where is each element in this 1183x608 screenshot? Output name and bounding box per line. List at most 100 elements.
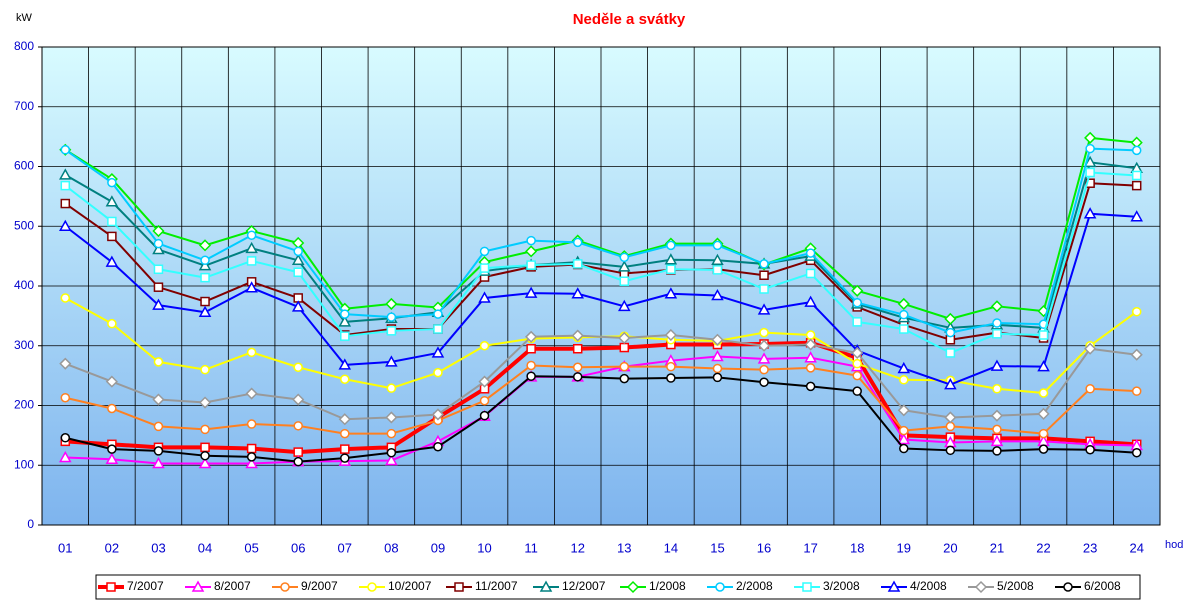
- marker: [851, 346, 864, 359]
- marker: [338, 413, 351, 426]
- x-tick-label: 20: [943, 540, 957, 555]
- marker: [153, 357, 164, 367]
- marker: [293, 421, 303, 431]
- marker: [1037, 407, 1050, 420]
- marker: [666, 240, 676, 251]
- marker: [385, 297, 398, 310]
- legend-label: 8/2007: [214, 579, 251, 593]
- marker: [152, 456, 165, 469]
- marker: [664, 328, 677, 342]
- x-tick-label: 16: [757, 540, 771, 555]
- legend-label: 7/2007: [127, 579, 164, 593]
- marker: [992, 424, 1002, 435]
- marker: [1130, 348, 1143, 361]
- marker: [340, 428, 350, 439]
- marker: [60, 180, 71, 191]
- x-tick-label: 15: [710, 540, 724, 555]
- x-tick-label: 13: [617, 540, 631, 555]
- legend-label: 5/2008: [997, 579, 1034, 593]
- series-line: [65, 355, 1137, 465]
- marker: [431, 408, 445, 421]
- marker: [153, 421, 164, 432]
- marker: [246, 256, 257, 266]
- marker: [618, 299, 631, 312]
- marker: [944, 378, 957, 390]
- legend-label: 2/2008: [736, 579, 773, 593]
- marker: [385, 355, 398, 367]
- marker: [712, 265, 723, 275]
- marker: [1038, 330, 1049, 340]
- marker: [897, 433, 911, 445]
- marker: [152, 243, 165, 255]
- legend-label: 10/2007: [388, 579, 432, 593]
- marker: [618, 331, 631, 345]
- marker: [200, 424, 210, 435]
- marker: [974, 580, 988, 594]
- marker: [60, 293, 71, 303]
- marker: [245, 241, 258, 254]
- x-tick-label: 17: [803, 540, 817, 555]
- marker: [107, 231, 117, 242]
- marker: [852, 358, 862, 369]
- marker: [59, 168, 72, 180]
- marker: [200, 364, 210, 375]
- marker: [759, 259, 769, 269]
- x-tick-label: 09: [431, 540, 445, 555]
- marker: [293, 456, 303, 467]
- x-tick-label: 05: [244, 540, 258, 555]
- marker: [200, 450, 210, 461]
- marker: [246, 230, 257, 240]
- marker: [711, 289, 724, 301]
- marker: [805, 248, 816, 258]
- marker: [887, 580, 901, 592]
- marker: [200, 442, 210, 453]
- marker: [572, 237, 583, 248]
- marker: [280, 582, 290, 592]
- marker: [152, 224, 165, 238]
- marker: [804, 351, 817, 363]
- x-tick-label: 24: [1129, 540, 1143, 555]
- marker: [340, 374, 350, 384]
- marker: [105, 255, 119, 267]
- marker: [338, 315, 352, 327]
- marker: [367, 582, 377, 592]
- marker: [526, 360, 536, 371]
- marker: [60, 433, 71, 443]
- marker: [759, 377, 769, 387]
- marker: [59, 357, 72, 370]
- marker: [990, 434, 1004, 447]
- marker: [105, 375, 118, 388]
- x-tick-label: 19: [897, 540, 911, 555]
- marker: [107, 177, 117, 188]
- marker: [479, 263, 490, 273]
- marker: [944, 411, 957, 424]
- marker: [852, 317, 862, 327]
- series-line: [64, 161, 1137, 329]
- x-tick-label: 18: [850, 540, 864, 555]
- marker: [1130, 210, 1143, 222]
- marker: [619, 276, 630, 286]
- marker: [759, 270, 769, 280]
- marker: [1131, 306, 1142, 317]
- marker: [711, 333, 724, 346]
- marker: [851, 284, 864, 297]
- y-tick-label: 600: [14, 159, 34, 173]
- marker: [899, 443, 909, 454]
- marker: [198, 456, 212, 469]
- x-tick-label: 21: [990, 540, 1004, 555]
- y-axis-label: kW: [16, 12, 33, 24]
- marker: [198, 239, 212, 252]
- marker: [200, 255, 210, 266]
- series-line: [64, 182, 1137, 341]
- legend-label: 9/2007: [301, 579, 338, 593]
- series-line: [64, 333, 1137, 421]
- marker: [59, 450, 72, 463]
- marker: [626, 580, 640, 594]
- series-line: [64, 171, 1137, 354]
- marker: [60, 392, 71, 403]
- series-line: [65, 364, 1137, 435]
- marker: [433, 441, 443, 452]
- marker: [804, 338, 817, 351]
- marker: [1037, 360, 1050, 372]
- marker: [1131, 386, 1142, 396]
